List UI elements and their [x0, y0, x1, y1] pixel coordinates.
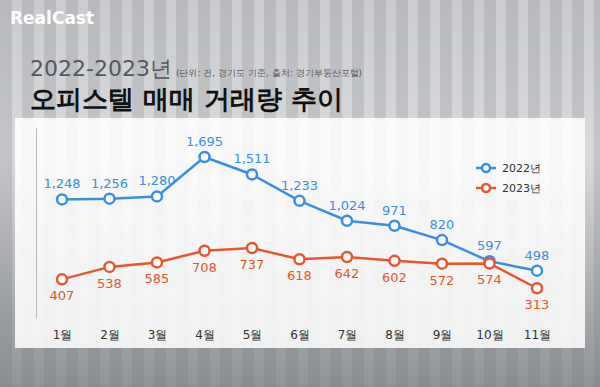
x-tick-label: 9월 — [433, 328, 453, 342]
data-label: 574 — [477, 272, 502, 287]
x-tick: 8월 — [385, 318, 405, 342]
x-tick-label: 4월 — [195, 328, 215, 342]
data-label: 597 — [477, 238, 502, 253]
series-line — [62, 248, 537, 288]
x-tick-label: 3월 — [148, 328, 168, 342]
legend: 2022년 2023년 — [476, 162, 541, 195]
x-tick: 5월 — [243, 318, 263, 342]
legend-label: 2023년 — [502, 182, 541, 195]
data-label: 602 — [382, 270, 407, 285]
data-label: 572 — [430, 273, 455, 288]
data-label: 1,511 — [233, 151, 270, 166]
data-label: 1,280 — [138, 173, 175, 188]
plot-marks — [57, 152, 542, 293]
legend-marker — [482, 164, 490, 172]
data-label: 642 — [335, 266, 360, 281]
x-axis: 1월 2월 3월 4월 5월 6월 7월 8월 9월 10월 11월 — [53, 318, 551, 342]
series-marker — [200, 246, 210, 256]
x-tick-label: 10월 — [476, 328, 503, 342]
data-label: 585 — [145, 271, 170, 286]
series-marker — [200, 152, 210, 162]
series-marker — [152, 257, 162, 267]
series-marker — [437, 259, 447, 269]
x-tick-label: 2월 — [100, 328, 120, 342]
data-label: 708 — [192, 260, 217, 275]
series-marker — [57, 194, 67, 204]
legend-item: 2023년 — [476, 182, 541, 195]
x-tick: 9월 — [433, 318, 453, 342]
series-marker — [247, 243, 257, 253]
series-marker — [390, 221, 400, 231]
legend-item: 2022년 — [476, 162, 541, 175]
logo: RealCast — [10, 8, 94, 28]
note: (단위: 건, 경기도 기준, 출처: 경기부동산포털) — [176, 68, 362, 78]
x-tick: 3월 — [148, 318, 168, 342]
x-tick-label: 11월 — [524, 328, 551, 342]
data-label: 820 — [430, 217, 455, 232]
data-label: 618 — [287, 268, 312, 283]
series-marker — [485, 258, 495, 268]
series-marker — [247, 169, 257, 179]
plot-panel — [15, 118, 585, 348]
x-tick: 4월 — [195, 318, 215, 342]
title: 오피스텔 매매 거래량 추이 — [30, 84, 343, 114]
x-tick: 11월 — [524, 318, 551, 342]
series-marker — [295, 196, 305, 206]
data-label: 971 — [382, 203, 407, 218]
x-tick: 10월 — [476, 318, 503, 342]
subtitle: 2022-2023년 — [30, 56, 172, 81]
data-label: 1,024 — [328, 198, 365, 213]
series-line — [62, 157, 537, 271]
series-marker — [105, 194, 115, 204]
x-tick: 6월 — [290, 318, 310, 342]
data-label: 1,695 — [186, 134, 223, 149]
y-axis — [36, 129, 37, 319]
data-label: 1,248 — [43, 176, 80, 191]
series-marker — [342, 216, 352, 226]
pattern-stripe — [594, 0, 600, 387]
legend-marker — [482, 184, 490, 192]
x-tick-label: 7월 — [338, 328, 358, 342]
data-label: 1,233 — [281, 178, 318, 193]
series-marker — [105, 262, 115, 272]
data-label: 1,256 — [91, 176, 128, 191]
series-marker — [57, 274, 67, 284]
x-tick-label: 6월 — [290, 328, 310, 342]
series-marker — [532, 283, 542, 293]
x-tick: 2월 — [100, 318, 120, 342]
series-marker — [152, 191, 162, 201]
legend-label: 2022년 — [502, 162, 541, 175]
background-pattern — [0, 0, 600, 387]
series-marker — [532, 266, 542, 276]
data-labels: 1,248 1,256 1,280 1,695 1,511 1,233 1,024 971 82… — [43, 134, 549, 312]
series-marker — [390, 256, 400, 266]
x-tick-label: 1월 — [53, 328, 73, 342]
y-axis-line — [36, 129, 37, 319]
x-tick-label: 5월 — [243, 328, 263, 342]
series-marker — [342, 252, 352, 262]
data-label: 498 — [525, 248, 550, 263]
data-label: 407 — [50, 288, 75, 303]
background — [0, 0, 600, 387]
data-label: 538 — [97, 276, 122, 291]
data-label: 313 — [525, 297, 550, 312]
chart: RealCast 2022-2023년 (단위: 건, 경기도 기준, 출처: 경기… — [0, 0, 600, 387]
x-tick: 1월 — [53, 318, 73, 342]
series-marker — [437, 235, 447, 245]
data-label: 737 — [240, 257, 265, 272]
series-marker — [295, 254, 305, 264]
pattern-stripe — [0, 0, 12, 387]
x-tick-label: 8월 — [385, 328, 405, 342]
x-tick: 7월 — [338, 318, 358, 342]
